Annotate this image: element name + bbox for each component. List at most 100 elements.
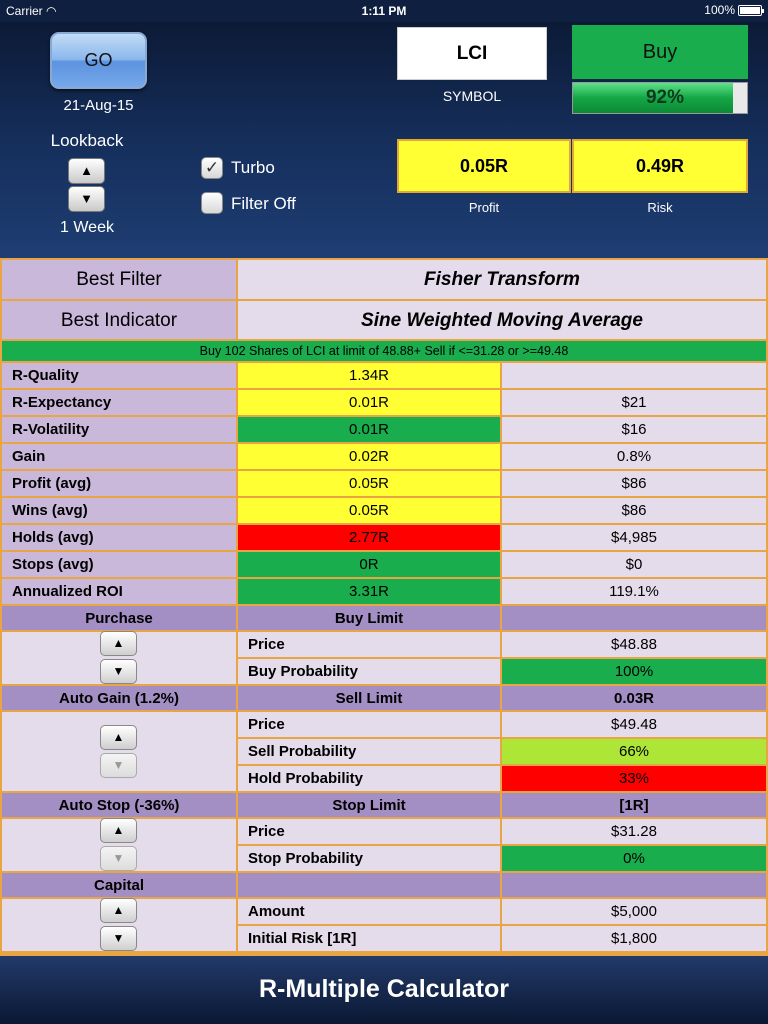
autogain-down-button[interactable]: ▼ [100,752,137,778]
app-title-bar: R-Multiple Calculator [0,956,768,1024]
autostop-row-label-1: Stop Probability [238,846,500,871]
metric-usd-value-3: 0.8% [502,444,766,469]
probability-value: 92% [645,87,685,108]
metric-usd-value-6: $4,985 [502,525,766,550]
buy-signal-button[interactable]: Buy [572,25,748,79]
best-filter-label: Best Filter [2,260,236,299]
autostop-header: Auto Stop (-36%) [2,793,236,817]
capital-limit-value [502,873,766,897]
capital-row-value-0: $5,000 [502,899,766,924]
metric-usd-value-2: $16 [502,417,766,442]
triangle-up-icon: ▲ [80,163,93,178]
triangle-down-icon: ▼ [112,757,125,772]
triangle-up-icon: ▲ [112,823,125,837]
autostop-down-button[interactable]: ▼ [100,846,137,871]
lookback-value: 1 Week [60,219,114,236]
capital-header: Capital [2,873,236,897]
purchase-limit-value [502,606,766,630]
autostop-row-value-1: 0% [502,846,766,871]
purchase-up-button[interactable]: ▲ [100,631,137,656]
triangle-down-icon: ▼ [80,191,93,206]
metric-r-value-0: 1.34R [238,363,500,388]
triangle-down-icon: ▼ [112,851,125,865]
risk-box: 0.49R [572,139,748,193]
purchase-header: Purchase [2,606,236,630]
purchase-row-value-1: 100% [502,659,766,684]
date-label: 21-Aug-15 [63,97,134,114]
autogain-row-label-0: Price [238,712,500,737]
lookback-up-button[interactable]: ▲ [68,158,105,184]
autostop-up-button[interactable]: ▲ [100,818,137,843]
autogain-stepper-area [2,712,236,791]
metric-label-5: Wins (avg) [2,498,236,523]
autostop-limit-value: [1R] [502,793,766,817]
best-indicator-label: Best Indicator [2,301,236,339]
capital-down-button[interactable]: ▼ [100,926,137,951]
autogain-row-value-2: 33% [502,766,766,791]
autostop-row-value-0: $31.28 [502,819,766,844]
metric-label-4: Profit (avg) [2,471,236,496]
capital-row-value-1: $1,800 [502,926,766,951]
symbol-input[interactable]: LCI [397,27,547,80]
metric-label-3: Gain [2,444,236,469]
probability-bar-fill [573,83,734,113]
turbo-label: Turbo [231,158,275,177]
triangle-up-icon: ▲ [112,636,125,650]
metric-label-8: Annualized ROI [2,579,236,604]
metric-r-value-3: 0.02R [238,444,500,469]
metric-r-value-6: 2.77R [238,525,500,550]
autogain-row-value-1: 66% [502,739,766,764]
profit-label: Profit [468,200,500,215]
profit-box: 0.05R [397,139,571,193]
autostop-limit-header: Stop Limit [238,793,500,817]
triangle-up-icon: ▲ [112,729,125,744]
purchase-row-label-1: Buy Probability [238,659,500,684]
metric-label-1: R-Expectancy [2,390,236,415]
metric-r-value-8: 3.31R [238,579,500,604]
metric-r-value-7: 0R [238,552,500,577]
metric-label-2: R-Volatility [2,417,236,442]
capital-up-button[interactable]: ▲ [100,898,137,923]
autostop-row-label-0: Price [238,819,500,844]
metric-usd-value-8: 119.1% [502,579,766,604]
metric-usd-value-0 [502,363,766,388]
metric-r-value-4: 0.05R [238,471,500,496]
battery-status: 100% [704,3,764,17]
triangle-up-icon: ▲ [112,903,125,917]
status-bar: Carrier ◠ 1:11 PM 100% [0,0,768,22]
lookback-down-button[interactable]: ▼ [68,186,105,212]
capital-row-label-1: Initial Risk [1R] [238,926,500,951]
checkmark-icon: ✓ [204,158,220,177]
autogain-limit-value: 0.03R [502,686,766,710]
lookback-label: Lookback [50,131,124,150]
risk-label: Risk [647,200,673,215]
best-filter-value: Fisher Transform [238,260,766,299]
metric-usd-value-5: $86 [502,498,766,523]
purchase-row-label-0: Price [238,632,500,657]
metric-r-value-1: 0.01R [238,390,500,415]
turbo-checkbox[interactable]: ✓ [201,157,223,179]
autogain-row-value-0: $49.48 [502,712,766,737]
metric-usd-value-7: $0 [502,552,766,577]
metric-r-value-5: 0.05R [238,498,500,523]
metric-usd-value-4: $86 [502,471,766,496]
metric-label-7: Stops (avg) [2,552,236,577]
trade-instruction-banner: Buy 102 Shares of LCI at limit of 48.88+… [2,341,766,361]
autogain-up-button[interactable]: ▲ [100,724,137,750]
symbol-label: SYMBOL [442,88,502,104]
capital-limit-header [238,873,500,897]
wifi-icon: ◠ [46,4,57,18]
triangle-down-icon: ▼ [112,931,125,945]
purchase-limit-header: Buy Limit [238,606,500,630]
metric-label-0: R-Quality [2,363,236,388]
metric-label-6: Holds (avg) [2,525,236,550]
capital-row-label-0: Amount [238,899,500,924]
purchase-row-value-0: $48.88 [502,632,766,657]
purchase-down-button[interactable]: ▼ [100,659,137,684]
autogain-header: Auto Gain (1.2%) [2,686,236,710]
autogain-row-label-2: Hold Probability [238,766,500,791]
triangle-down-icon: ▼ [112,664,125,678]
filter-off-checkbox[interactable] [201,192,223,214]
metric-usd-value-1: $21 [502,390,766,415]
go-button[interactable]: GO [50,32,147,89]
